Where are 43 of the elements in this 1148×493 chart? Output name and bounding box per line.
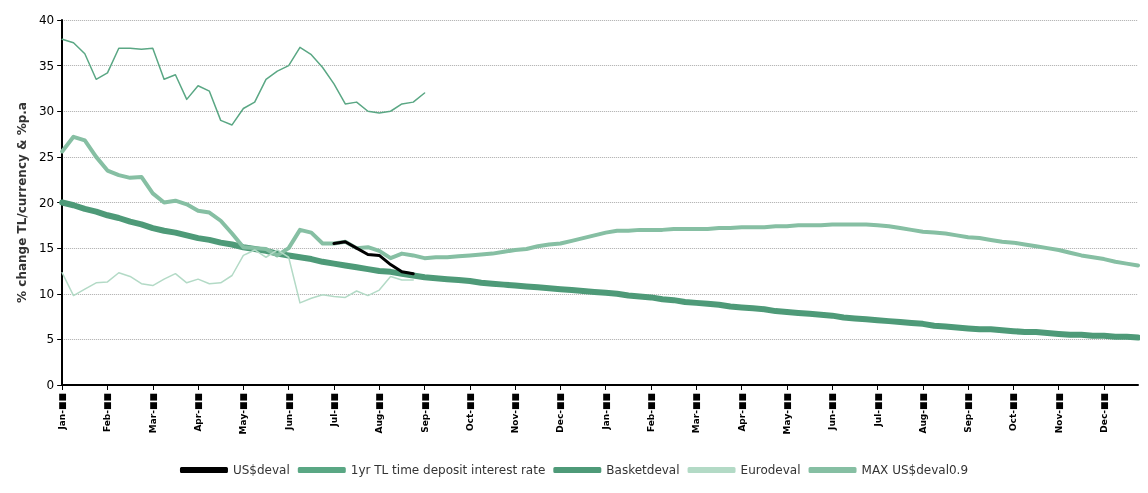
x-tick-label: Nov-■■: [1053, 393, 1064, 434]
y-tick-label: 10: [38, 286, 55, 301]
line-series: [61, 38, 426, 126]
legend-label: Basketdeval: [606, 463, 680, 477]
legend-label: 1yr TL time deposit interest rate: [350, 463, 546, 477]
y-tick-label: 5: [46, 332, 55, 347]
x-tick-label: Feb-■■: [646, 393, 657, 433]
line-series: [60, 134, 1140, 268]
x-tick-label: Oct-■■: [464, 393, 475, 432]
y-tick-label: 40: [38, 13, 55, 27]
x-tick-label: Feb-■■: [102, 393, 113, 433]
legend-label: Eurodeval: [740, 463, 801, 477]
x-tick-label: Nov-■■: [510, 393, 521, 434]
x-tick-label: Jun-■■: [283, 393, 294, 431]
y-axis-title: % change TL/currency & %p.a: [15, 102, 29, 303]
x-tick-label: Sep-■■: [419, 393, 430, 433]
line-series: [61, 249, 414, 304]
x-tick-label: Jan-■■: [57, 393, 68, 431]
x-tick-label: May-■■: [238, 393, 249, 435]
x-tick-label: Jan-■■: [600, 393, 611, 431]
x-tick-label: Sep-■■: [963, 393, 974, 433]
y-tick-label: 30: [38, 104, 55, 119]
x-tick-label: Jul-■■: [328, 393, 339, 428]
x-tick-label: Dec-■■: [1099, 393, 1110, 433]
x-tick-label: Aug-■■: [374, 393, 385, 434]
line-series: [332, 240, 415, 276]
x-tick-label: Jun-■■: [827, 393, 838, 431]
x-tick-label: Apr-■■: [736, 393, 747, 432]
y-tick-label: 25: [38, 149, 55, 164]
x-tick-label: Dec-■■: [555, 393, 566, 433]
x-tick-label: Mar-■■: [691, 393, 702, 434]
x-tick-label: Apr-■■: [193, 393, 204, 432]
y-tick-label: 35: [38, 58, 55, 73]
x-tick-label: Aug-■■: [917, 393, 928, 434]
x-tick-label: Jul-■■: [872, 393, 883, 428]
legend-label: US$deval: [232, 463, 290, 477]
x-tick-label: May-■■: [781, 393, 792, 435]
x-tick-label: Oct-■■: [1008, 393, 1019, 432]
x-tick-label: Mar-■■: [147, 393, 158, 434]
legend-label: MAX US$deval0.9: [861, 463, 969, 477]
y-tick-label: 0: [46, 378, 55, 392]
y-tick-label: 15: [38, 241, 55, 256]
y-tick-label: 20: [38, 195, 55, 210]
